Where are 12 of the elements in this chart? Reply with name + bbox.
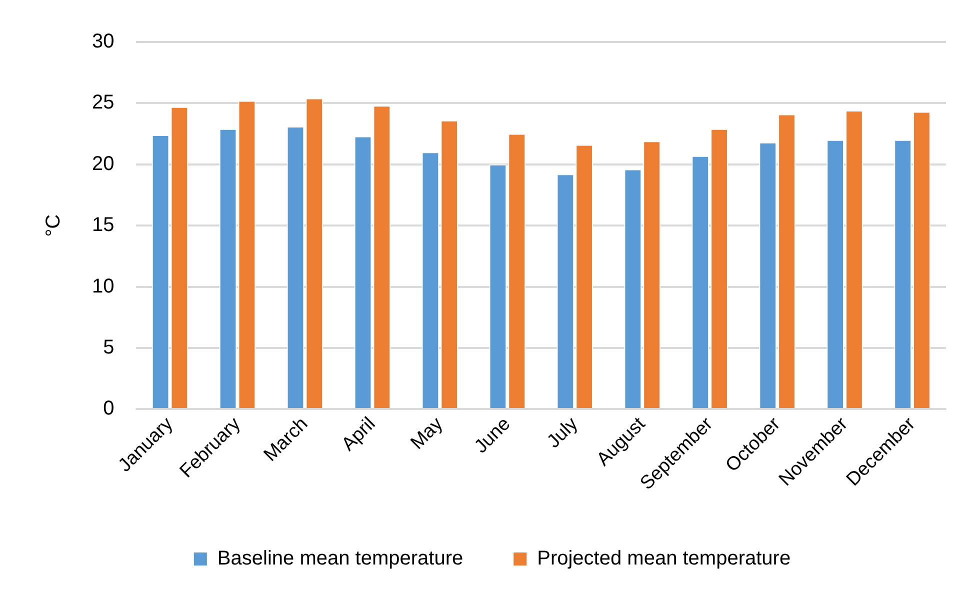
y-tick-label: 0 <box>103 398 114 420</box>
y-tick-label: 20 <box>92 152 114 175</box>
x-tick-label: July <box>543 413 582 452</box>
y-tick-label: 15 <box>92 214 114 236</box>
y-tick-label: 5 <box>103 336 114 358</box>
y-tick-label: 25 <box>92 92 114 114</box>
legend-label: Baseline mean temperature <box>217 548 464 570</box>
x-tick-label: May <box>406 413 448 454</box>
legend-label: Projected mean temperature <box>537 548 791 570</box>
y-axis-title: °C <box>42 214 65 237</box>
y-tick-label: 10 <box>92 275 114 298</box>
y-tick-label: 30 <box>92 30 114 53</box>
